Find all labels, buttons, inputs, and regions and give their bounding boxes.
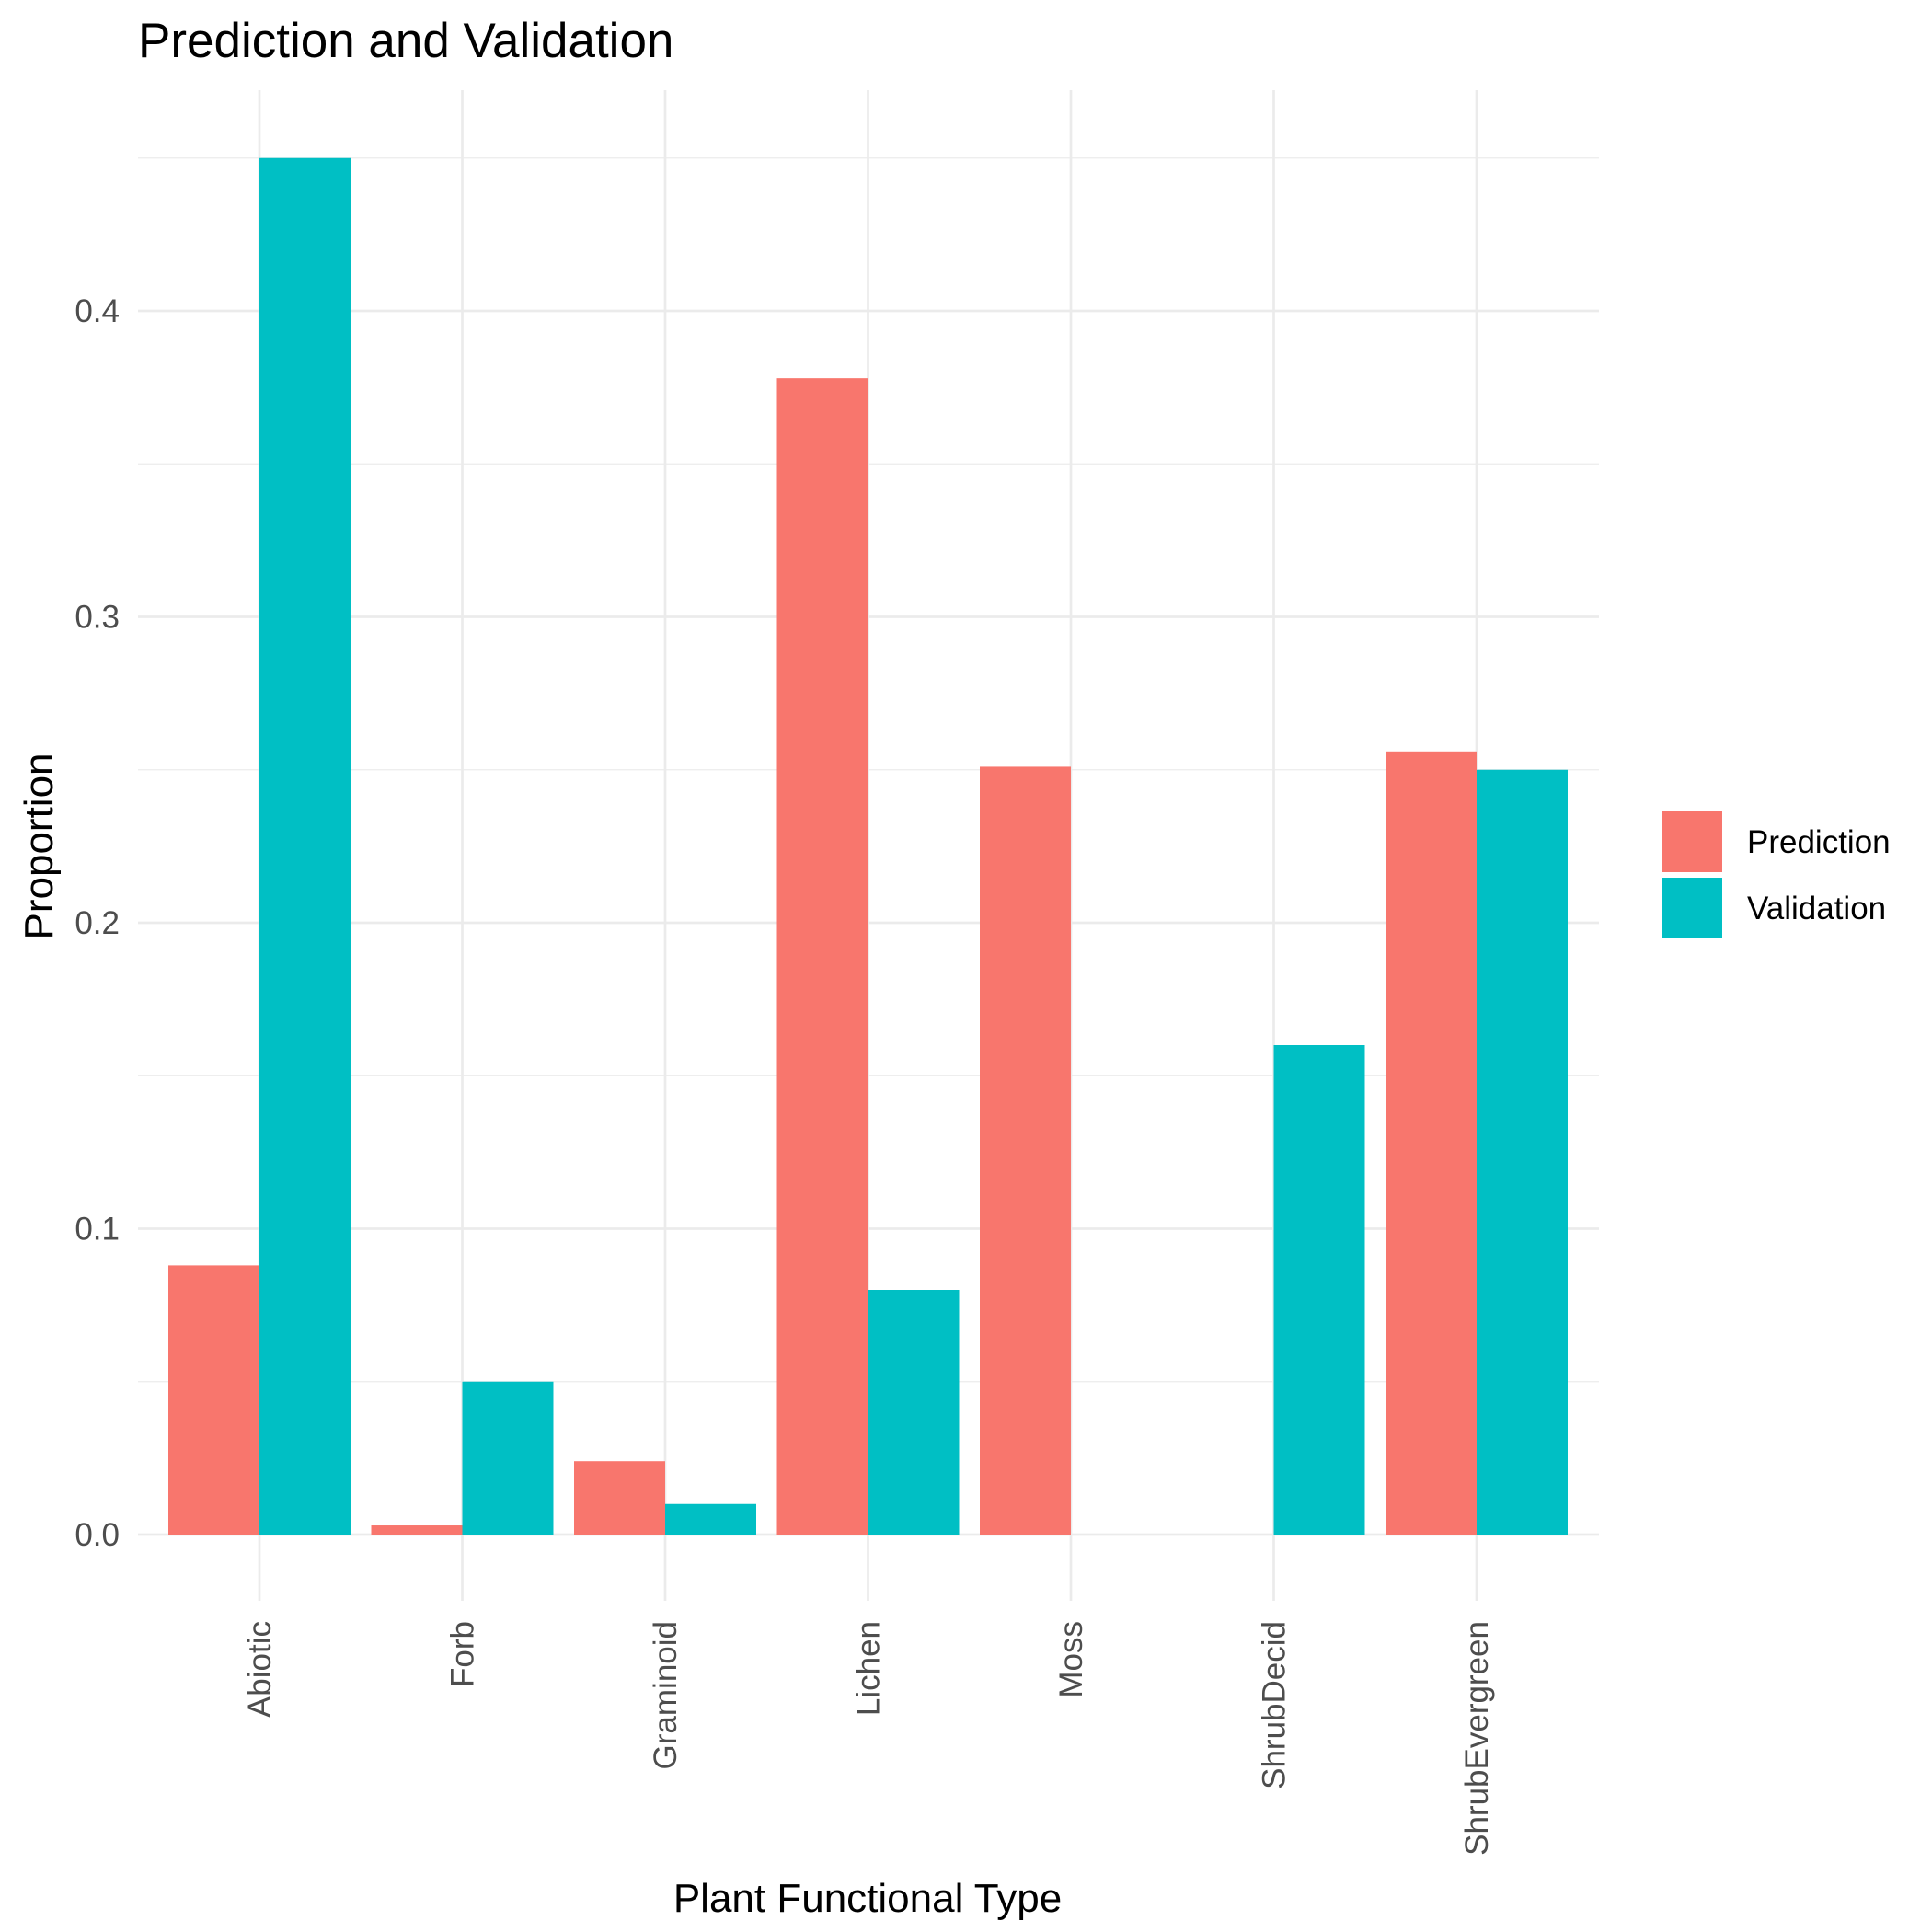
legend-label-validation: Validation xyxy=(1747,891,1886,926)
bar-validation-graminoid xyxy=(665,1503,756,1535)
bar-validation-abiotic xyxy=(259,157,351,1535)
chart-title: Prediction and Validation xyxy=(138,14,673,68)
bar-prediction-abiotic xyxy=(168,1265,259,1535)
bar-prediction-moss xyxy=(980,766,1071,1535)
bar-validation-shrubdecid xyxy=(1273,1045,1365,1535)
bar-prediction-shrubevergreen xyxy=(1386,751,1477,1535)
bar-validation-lichen xyxy=(868,1290,960,1535)
x-axis-title: Plant Functional Type xyxy=(673,1876,1062,1921)
x-axis-ticks: Abiotic Forb Graminoid Lichen Moss ShrubDecid… xyxy=(242,1621,1495,1856)
y-tick-label: 0.1 xyxy=(75,1212,120,1248)
y-tick-label: 0.2 xyxy=(75,905,120,941)
x-tick-label: Graminoid xyxy=(648,1621,684,1769)
bar-validation-forb xyxy=(462,1381,554,1535)
legend-key-prediction xyxy=(1662,811,1722,872)
x-tick-label: Lichen xyxy=(851,1621,887,1716)
bar-prediction-lichen xyxy=(776,378,868,1535)
bars xyxy=(168,157,1568,1535)
y-tick-label: 0.3 xyxy=(75,600,120,636)
legend: Prediction Validation xyxy=(1662,811,1891,938)
y-tick-label: 0.0 xyxy=(75,1517,120,1553)
bar-prediction-forb xyxy=(371,1525,463,1535)
bar-validation-shrubevergreen xyxy=(1477,769,1568,1535)
x-tick-label: ShrubEvergreen xyxy=(1459,1621,1495,1856)
y-axis-ticks: 0.0 0.1 0.2 0.3 0.4 xyxy=(75,293,120,1553)
x-tick-label: Abiotic xyxy=(242,1621,278,1718)
x-tick-label: Moss xyxy=(1053,1621,1089,1698)
legend-key-validation xyxy=(1662,878,1722,938)
bar-prediction-graminoid xyxy=(574,1461,665,1535)
x-tick-label: Forb xyxy=(445,1621,481,1687)
y-tick-label: 0.4 xyxy=(75,293,120,329)
legend-label-prediction: Prediction xyxy=(1747,824,1891,860)
y-axis-title: Proportion xyxy=(17,753,62,939)
x-tick-label: ShrubDecid xyxy=(1257,1621,1293,1789)
